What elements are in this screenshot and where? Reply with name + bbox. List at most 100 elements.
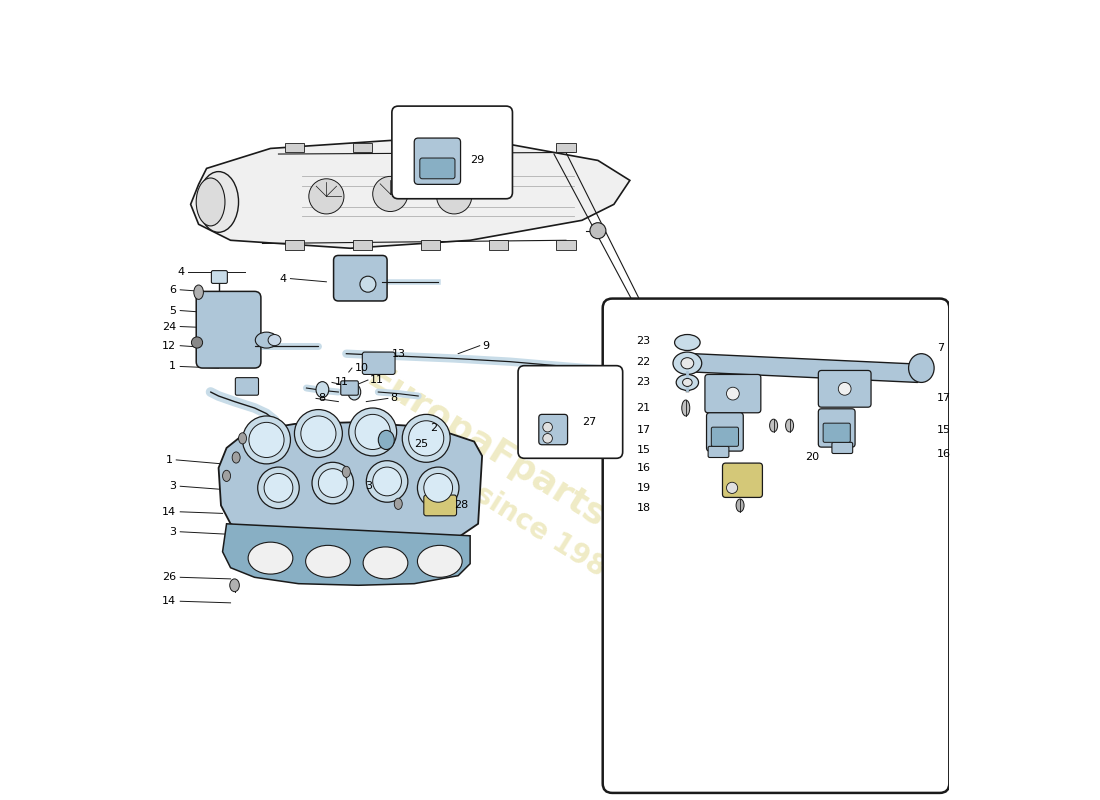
Ellipse shape [360, 276, 376, 292]
FancyBboxPatch shape [341, 381, 359, 395]
Ellipse shape [838, 382, 851, 395]
Bar [420, 240, 440, 250]
Ellipse shape [726, 482, 738, 494]
Text: 27: 27 [582, 417, 596, 426]
Polygon shape [190, 141, 630, 248]
Text: 14: 14 [162, 507, 176, 517]
Ellipse shape [736, 499, 744, 512]
Polygon shape [222, 524, 470, 586]
FancyBboxPatch shape [235, 378, 258, 395]
Text: 4: 4 [279, 274, 286, 284]
Text: 10: 10 [354, 363, 368, 373]
Text: 6: 6 [169, 285, 176, 294]
Text: 15: 15 [937, 426, 952, 435]
Ellipse shape [257, 467, 299, 509]
Bar [285, 143, 304, 153]
FancyBboxPatch shape [708, 446, 729, 458]
Text: 4: 4 [177, 267, 184, 278]
Text: 3: 3 [365, 482, 372, 491]
Ellipse shape [403, 414, 450, 462]
Ellipse shape [255, 332, 277, 348]
Ellipse shape [242, 416, 290, 464]
Ellipse shape [349, 408, 397, 456]
Ellipse shape [300, 416, 336, 451]
Text: EuropaFparts: EuropaFparts [361, 361, 612, 535]
Text: 9: 9 [482, 341, 490, 350]
Text: parts since 1985: parts since 1985 [393, 431, 628, 593]
FancyBboxPatch shape [603, 298, 949, 793]
Text: 25: 25 [415, 439, 428, 449]
Bar [353, 143, 372, 153]
Text: 7: 7 [937, 343, 945, 353]
Ellipse shape [355, 414, 390, 450]
FancyBboxPatch shape [518, 366, 623, 458]
Text: 13: 13 [392, 349, 406, 358]
FancyBboxPatch shape [723, 463, 762, 498]
Text: 1: 1 [169, 362, 176, 371]
Ellipse shape [770, 419, 778, 432]
Ellipse shape [542, 422, 552, 432]
Ellipse shape [232, 452, 240, 463]
Polygon shape [219, 422, 482, 548]
Ellipse shape [673, 352, 702, 374]
FancyBboxPatch shape [823, 423, 850, 442]
FancyBboxPatch shape [818, 370, 871, 407]
FancyBboxPatch shape [832, 442, 852, 454]
Ellipse shape [249, 422, 284, 458]
FancyBboxPatch shape [415, 138, 461, 184]
FancyBboxPatch shape [706, 413, 744, 451]
Ellipse shape [378, 430, 394, 450]
Ellipse shape [222, 470, 231, 482]
Text: 8: 8 [390, 394, 397, 403]
Text: 28: 28 [454, 501, 469, 510]
Text: 12: 12 [162, 341, 176, 350]
Ellipse shape [676, 374, 698, 390]
Ellipse shape [681, 358, 694, 369]
Ellipse shape [726, 387, 739, 400]
Text: 11: 11 [371, 375, 384, 385]
Ellipse shape [312, 462, 353, 504]
Ellipse shape [268, 334, 280, 346]
Polygon shape [820, 667, 901, 731]
FancyBboxPatch shape [362, 352, 395, 374]
Ellipse shape [363, 547, 408, 579]
Ellipse shape [316, 382, 329, 398]
FancyBboxPatch shape [196, 291, 261, 368]
Bar [285, 240, 304, 250]
Bar [488, 143, 508, 153]
Ellipse shape [194, 285, 204, 299]
Ellipse shape [909, 354, 934, 382]
FancyBboxPatch shape [420, 158, 455, 178]
Text: 21: 21 [637, 403, 650, 413]
Ellipse shape [191, 337, 202, 348]
Ellipse shape [199, 171, 239, 232]
Polygon shape [688, 354, 924, 382]
Polygon shape [828, 703, 910, 723]
FancyBboxPatch shape [333, 255, 387, 301]
Ellipse shape [306, 546, 350, 578]
Bar [488, 240, 508, 250]
Ellipse shape [674, 334, 700, 350]
Ellipse shape [309, 178, 344, 214]
Text: 5: 5 [169, 306, 176, 315]
Text: 26: 26 [162, 572, 176, 582]
Ellipse shape [373, 467, 402, 496]
Text: 1: 1 [166, 455, 173, 465]
Text: 29: 29 [470, 155, 484, 166]
Ellipse shape [249, 542, 293, 574]
Text: 20: 20 [805, 453, 820, 462]
Ellipse shape [342, 466, 350, 478]
Text: 23: 23 [637, 378, 650, 387]
Text: 8: 8 [318, 394, 326, 403]
Text: 11: 11 [334, 378, 349, 387]
Text: 19: 19 [637, 483, 650, 493]
Text: 3: 3 [169, 526, 176, 537]
FancyBboxPatch shape [712, 427, 738, 446]
FancyBboxPatch shape [818, 409, 855, 447]
Text: 14: 14 [162, 596, 176, 606]
Ellipse shape [682, 400, 690, 416]
Ellipse shape [348, 384, 361, 400]
FancyBboxPatch shape [539, 414, 568, 445]
Ellipse shape [437, 178, 472, 214]
Ellipse shape [417, 467, 459, 509]
